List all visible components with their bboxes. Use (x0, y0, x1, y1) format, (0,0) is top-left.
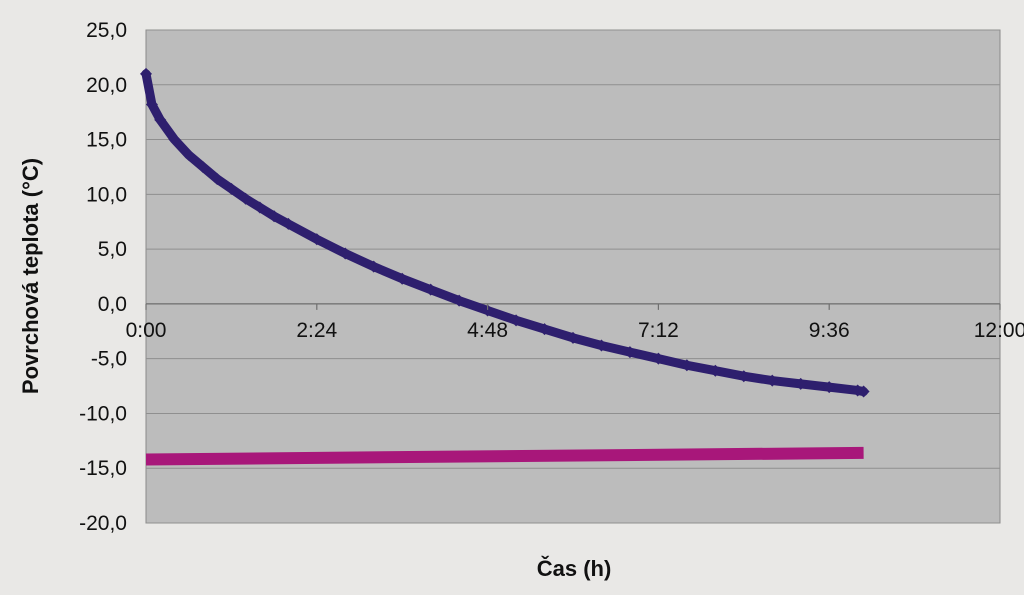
x-tick-label: 4:48 (467, 319, 508, 342)
x-tick-label: 7:12 (638, 319, 679, 342)
data-point (857, 385, 870, 398)
y-tick-label: -15,0 (79, 457, 127, 480)
data-point (282, 217, 295, 230)
data-point (211, 172, 224, 185)
data-point (510, 314, 523, 327)
data-point (481, 304, 494, 317)
y-tick-label: -5,0 (91, 348, 127, 371)
data-point (253, 201, 266, 214)
data-point (268, 210, 281, 223)
x-axis-ticks: 0:00 2:24 4:48 7:12 9:36 12:00 (126, 303, 1024, 342)
data-point (794, 377, 807, 390)
data-point (140, 67, 152, 80)
data-point (225, 182, 238, 195)
y-axis-title: Povrchová teplota (°C) (18, 158, 43, 394)
y-tick-label: -10,0 (79, 402, 127, 425)
series-line-2 (145, 446, 864, 466)
data-point (623, 346, 636, 359)
y-tick-label: 20,0 (86, 74, 127, 97)
data-point (737, 370, 750, 383)
x-tick-label: 2:24 (296, 319, 337, 342)
data-point (652, 352, 665, 365)
data-point (145, 98, 158, 111)
y-tick-label: 25,0 (86, 19, 127, 42)
y-axis-ticks: 25,0 20,0 15,0 10,0 5,0 0,0 -5,0 -10,0 -15,0 -20,… (79, 19, 127, 535)
y-tick-label: 10,0 (86, 183, 127, 206)
data-point (182, 148, 195, 161)
gridlines (146, 29, 1000, 524)
data-point (154, 113, 167, 126)
y-tick-label: 5,0 (98, 238, 127, 261)
plot-area (145, 29, 1001, 524)
data-point (538, 323, 551, 336)
data-point (396, 272, 409, 285)
data-point (823, 381, 836, 394)
data-point (310, 233, 323, 246)
data-point (168, 133, 181, 146)
series-layer (140, 67, 870, 466)
x-axis-title: Čas (h) (537, 556, 612, 581)
data-point (766, 374, 779, 387)
x-tick-label: 12:00 (974, 319, 1024, 342)
data-point (595, 339, 608, 352)
data-point (196, 160, 209, 173)
data-point (680, 359, 693, 372)
y-tick-label: 0,0 (98, 293, 127, 316)
data-point (709, 364, 722, 377)
data-point (453, 294, 466, 307)
data-point (567, 331, 579, 344)
data-point (367, 260, 380, 273)
y-tick-label: 15,0 (86, 129, 127, 152)
y-tick-label: -20,0 (79, 512, 127, 535)
x-tick-label: 9:36 (809, 319, 850, 342)
x-tick-label: 0:00 (126, 319, 167, 342)
data-point (239, 192, 252, 205)
data-point (424, 283, 437, 296)
data-point (339, 247, 352, 260)
